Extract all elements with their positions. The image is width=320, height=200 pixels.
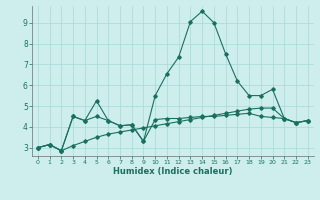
X-axis label: Humidex (Indice chaleur): Humidex (Indice chaleur) xyxy=(113,167,233,176)
